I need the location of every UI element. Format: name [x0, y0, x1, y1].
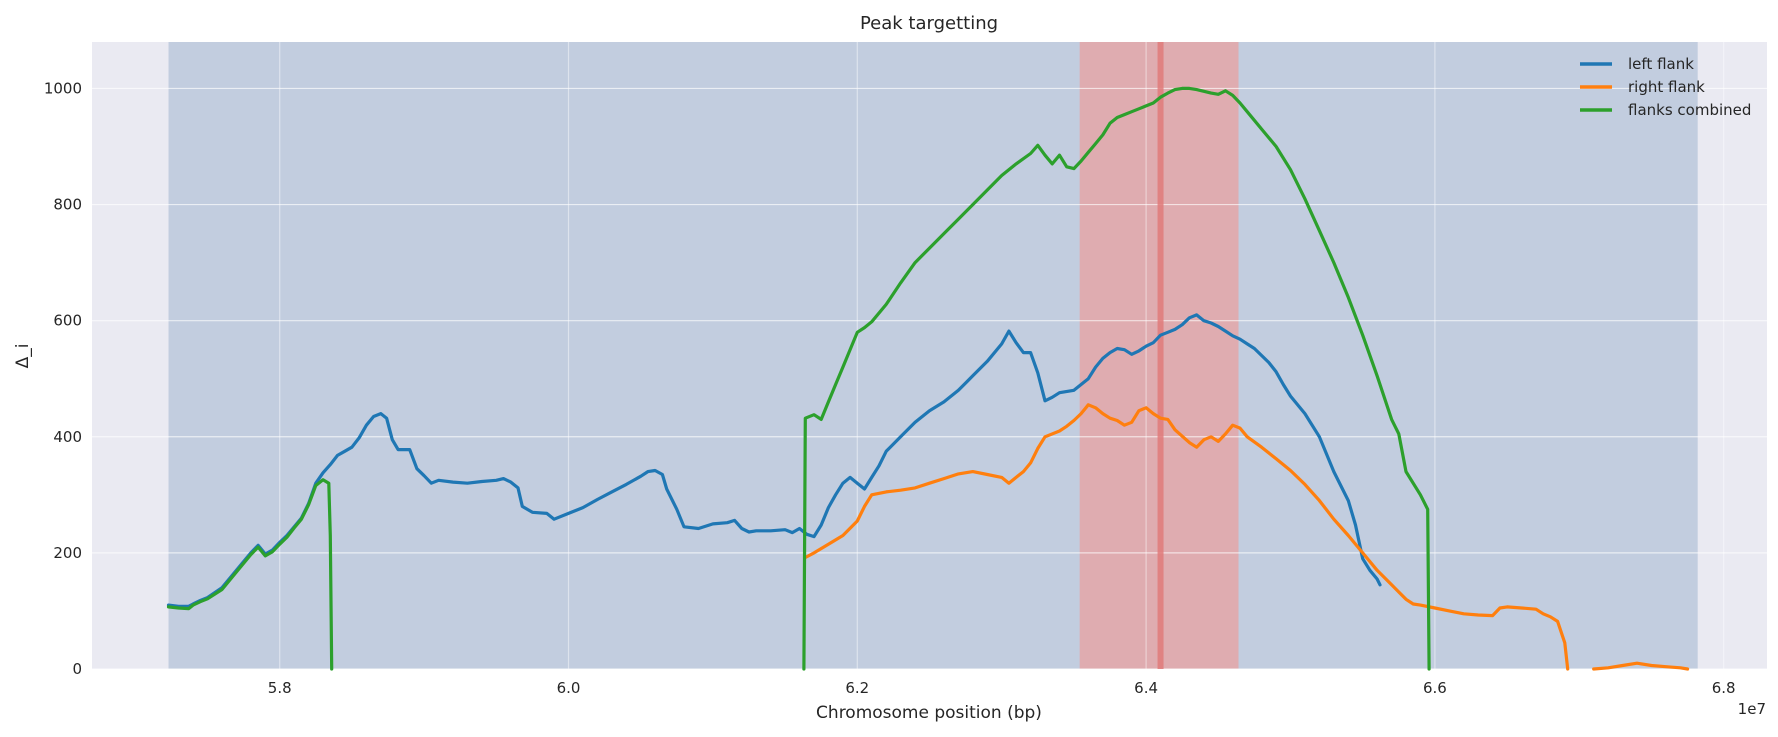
x-tick-label: 6.4	[1134, 679, 1158, 697]
x-tick-label: 6.8	[1712, 679, 1736, 697]
y-tick-label: 800	[53, 196, 82, 214]
chart-title: Peak targetting	[860, 13, 998, 34]
y-tick-label: 400	[53, 428, 82, 446]
x-axis-label: Chromosome position (bp)	[816, 703, 1042, 723]
y-axis-label: Δ_i	[13, 344, 33, 369]
plot-background	[92, 42, 1767, 669]
grid-lines	[92, 42, 1767, 670]
y-tick-label: 600	[53, 312, 82, 330]
series-line-flanks-combined-main	[802, 86, 1431, 671]
axis-ticks: 5.8 6.0 6.2 6.4 6.6 6.8 0 200 400 600 800 1000	[44, 79, 1736, 697]
legend-label: flanks combined	[1628, 101, 1751, 119]
shaded-regions	[168, 42, 1698, 669]
series-line-right-flank-tail	[1592, 661, 1690, 671]
legend-label: right flank	[1628, 78, 1705, 96]
y-tick-label: 0	[72, 660, 82, 678]
x-tick-label: 6.0	[557, 679, 581, 697]
series-line-left-flank	[166, 313, 1382, 608]
x-axis-offset-label: 1e7	[1738, 700, 1766, 718]
series-line-right-flank	[803, 403, 1570, 671]
series-line-flanks-combined	[166, 478, 334, 671]
x-tick-label: 6.6	[1423, 679, 1447, 697]
legend-label: left flank	[1628, 55, 1694, 73]
x-tick-label: 5.8	[268, 679, 292, 697]
y-tick-label: 1000	[44, 79, 82, 97]
data-series	[166, 86, 1690, 671]
legend: left flank right flank flanks combined	[1580, 55, 1751, 119]
shaded-region-0	[168, 42, 1698, 669]
y-tick-label: 200	[53, 544, 82, 562]
x-tick-label: 6.2	[845, 679, 869, 697]
